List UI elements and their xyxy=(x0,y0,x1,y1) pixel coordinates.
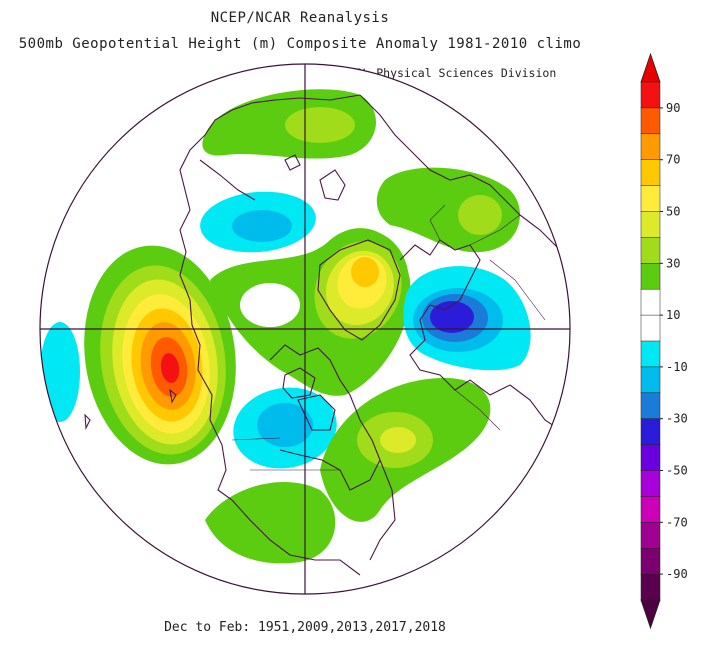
footer-years: Dec to Feb: 1951,2009,2013,2017,2018 xyxy=(164,620,446,635)
colorbar-label: -70 xyxy=(666,515,688,529)
anomaly-central-pacific-low xyxy=(40,322,80,422)
colorbar-segment xyxy=(640,263,661,290)
colorbar-segment xyxy=(640,392,661,420)
colorbar-segment xyxy=(640,107,661,135)
title-line-2: 500mb Geopotential Height (m) Composite … xyxy=(18,36,582,52)
anomaly-mexico-high xyxy=(205,481,336,564)
title-line-1: NCEP/NCAR Reanalysis xyxy=(210,10,390,26)
anomaly-north-america-low xyxy=(233,387,337,469)
colorbar-label: 70 xyxy=(666,153,680,167)
boundaries xyxy=(231,204,546,471)
colorbar-segment xyxy=(640,496,661,523)
anomaly-siberia-arctic-high xyxy=(202,89,377,159)
colorbar-segment xyxy=(640,133,661,161)
colorbar-label: 30 xyxy=(666,256,680,270)
polar-map xyxy=(39,63,571,595)
colorbar-label: 90 xyxy=(666,101,680,115)
colorbar-label: -50 xyxy=(666,464,688,478)
colorbar-segment xyxy=(640,314,661,342)
colorbar-label: -90 xyxy=(666,567,688,581)
anomaly-russia-low xyxy=(403,266,531,371)
colorbar-segment xyxy=(640,418,661,446)
colorbar-label: -30 xyxy=(666,412,688,426)
anomaly-asia-high xyxy=(376,167,520,253)
anomaly-bering-low xyxy=(200,191,316,253)
anomaly-atlantic-high xyxy=(320,377,491,522)
colorbar-segment xyxy=(640,522,661,549)
colorbar-segment xyxy=(640,366,661,394)
colorbar-label: 50 xyxy=(666,205,680,219)
colorbar-label: 10 xyxy=(666,308,680,322)
colorbar-segment xyxy=(640,159,661,187)
colorbar-label: -10 xyxy=(666,360,688,374)
colorbar-segment xyxy=(640,470,661,497)
colorbar-cap-bottom xyxy=(640,599,661,630)
colorbar-segment xyxy=(640,547,661,575)
colorbar-segment xyxy=(640,81,661,109)
colorbar-segment xyxy=(640,444,661,472)
colorbar-cap-top xyxy=(640,52,661,83)
anomaly-greenland-high xyxy=(301,229,409,351)
colorbar-segment xyxy=(640,288,661,316)
colorbar-segment xyxy=(640,185,661,213)
colorbar-segment xyxy=(640,211,661,238)
colorbar-segment xyxy=(640,237,661,264)
colorbar-segment xyxy=(640,340,661,368)
colorbar-segment xyxy=(640,573,661,601)
